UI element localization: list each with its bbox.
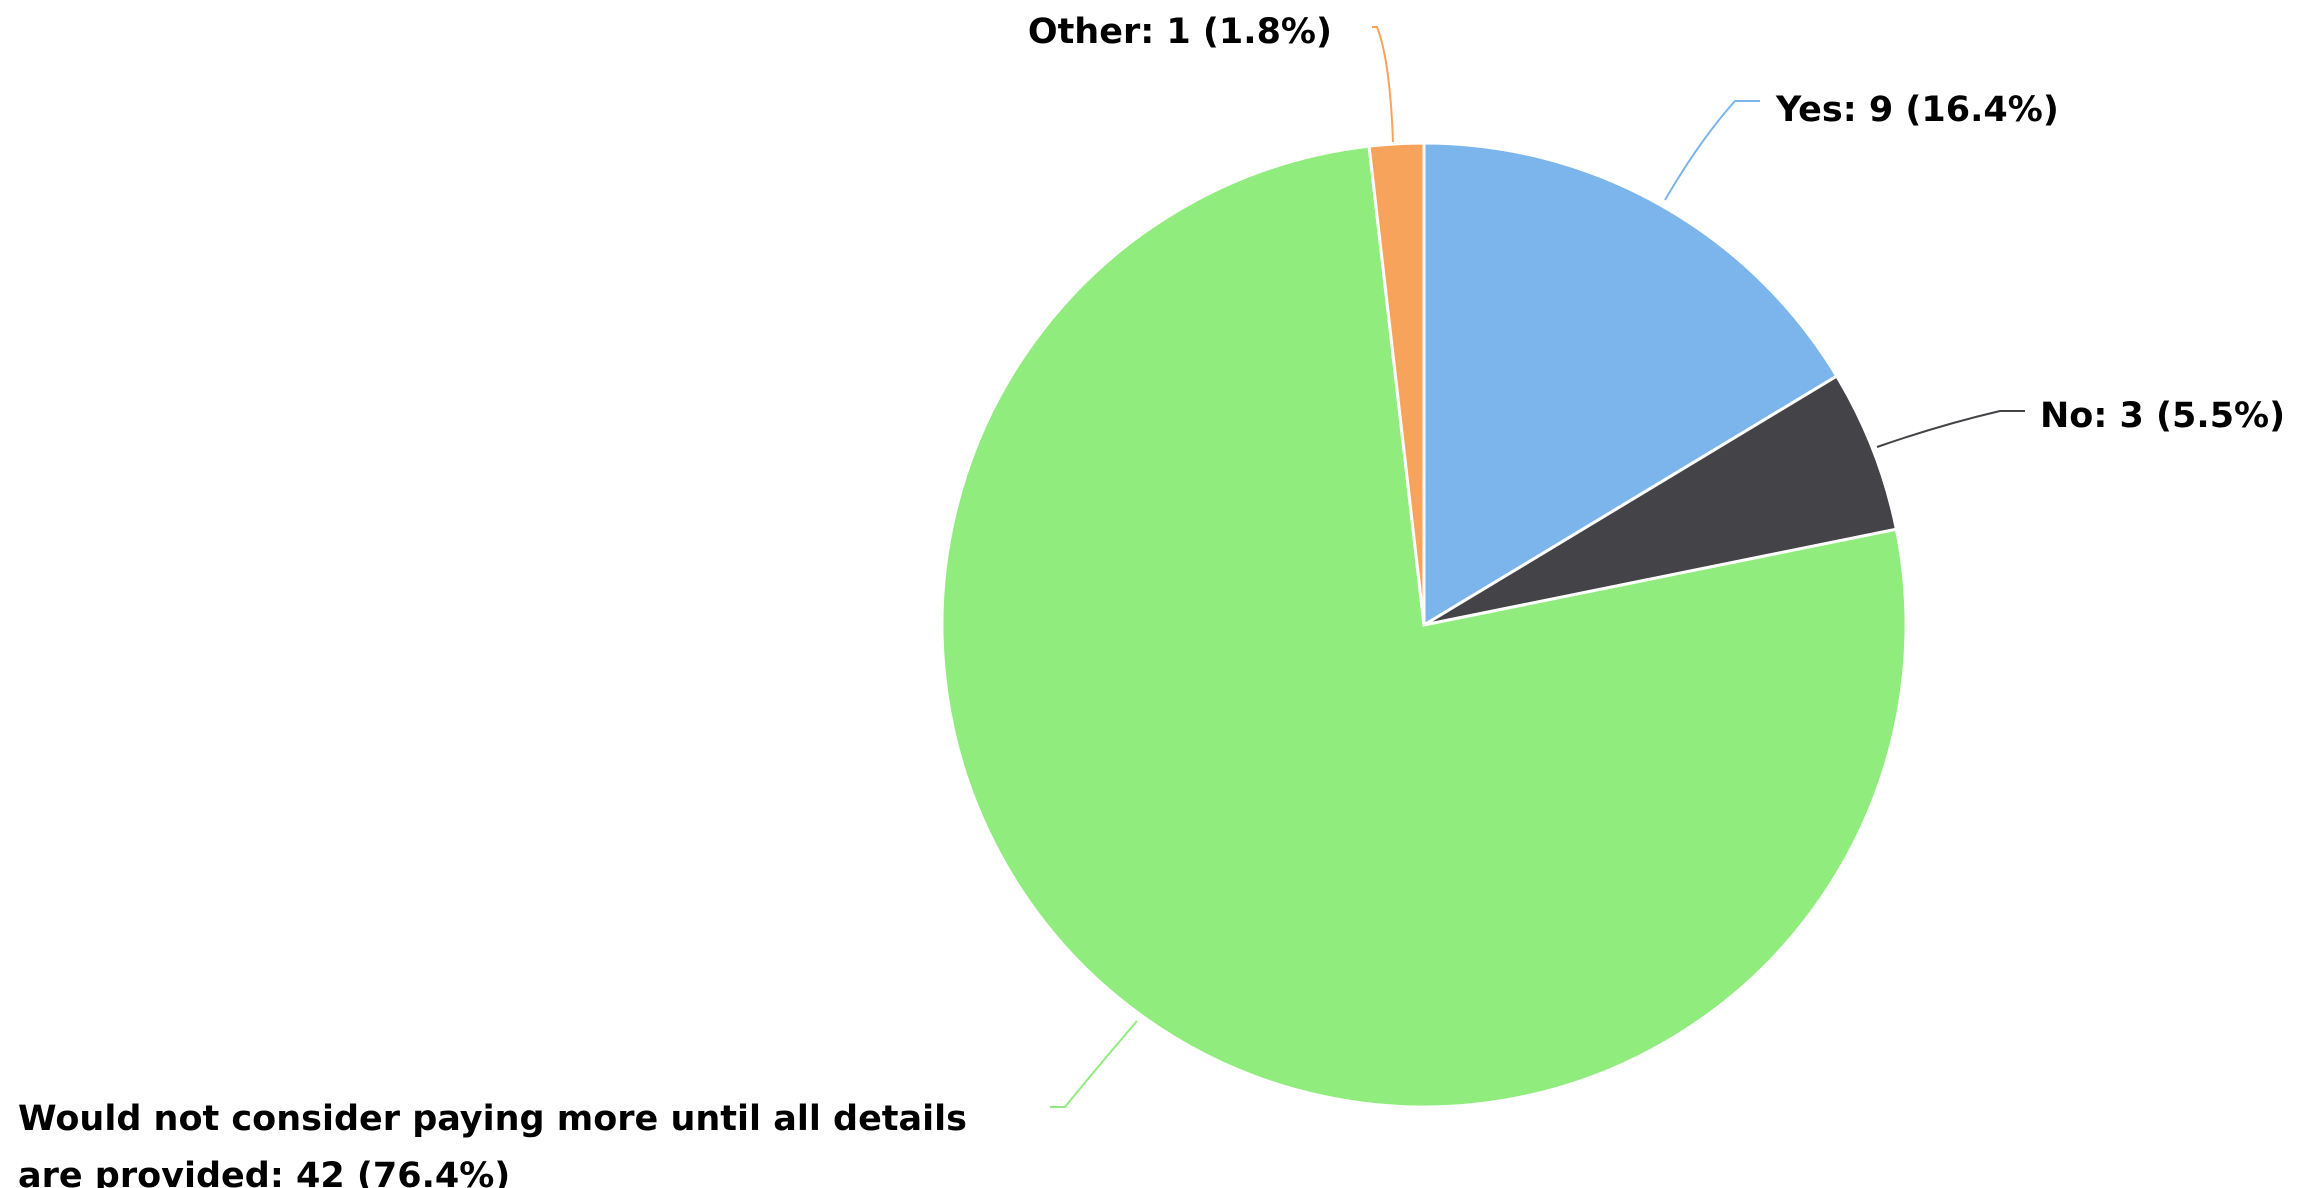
data-label: Would not consider paying more until all… — [18, 1099, 967, 1139]
data-label: Other: 1 (1.8%) — [1028, 12, 1332, 52]
data-label: No: 3 (5.5%) — [2040, 396, 2285, 436]
label-connector — [1050, 1020, 1138, 1108]
data-label: are provided: 42 (76.4%) — [18, 1156, 510, 1188]
pie-slice — [1423, 374, 1899, 627]
pie-slice — [1422, 141, 1839, 628]
pie-slice — [1367, 141, 1426, 626]
data-label: Yes: 9 (16.4%) — [1775, 90, 2059, 130]
label-connector — [1372, 26, 1394, 143]
label-connector — [1664, 100, 1760, 201]
pie-slice — [940, 144, 1908, 1109]
label-connector — [1876, 410, 2025, 448]
